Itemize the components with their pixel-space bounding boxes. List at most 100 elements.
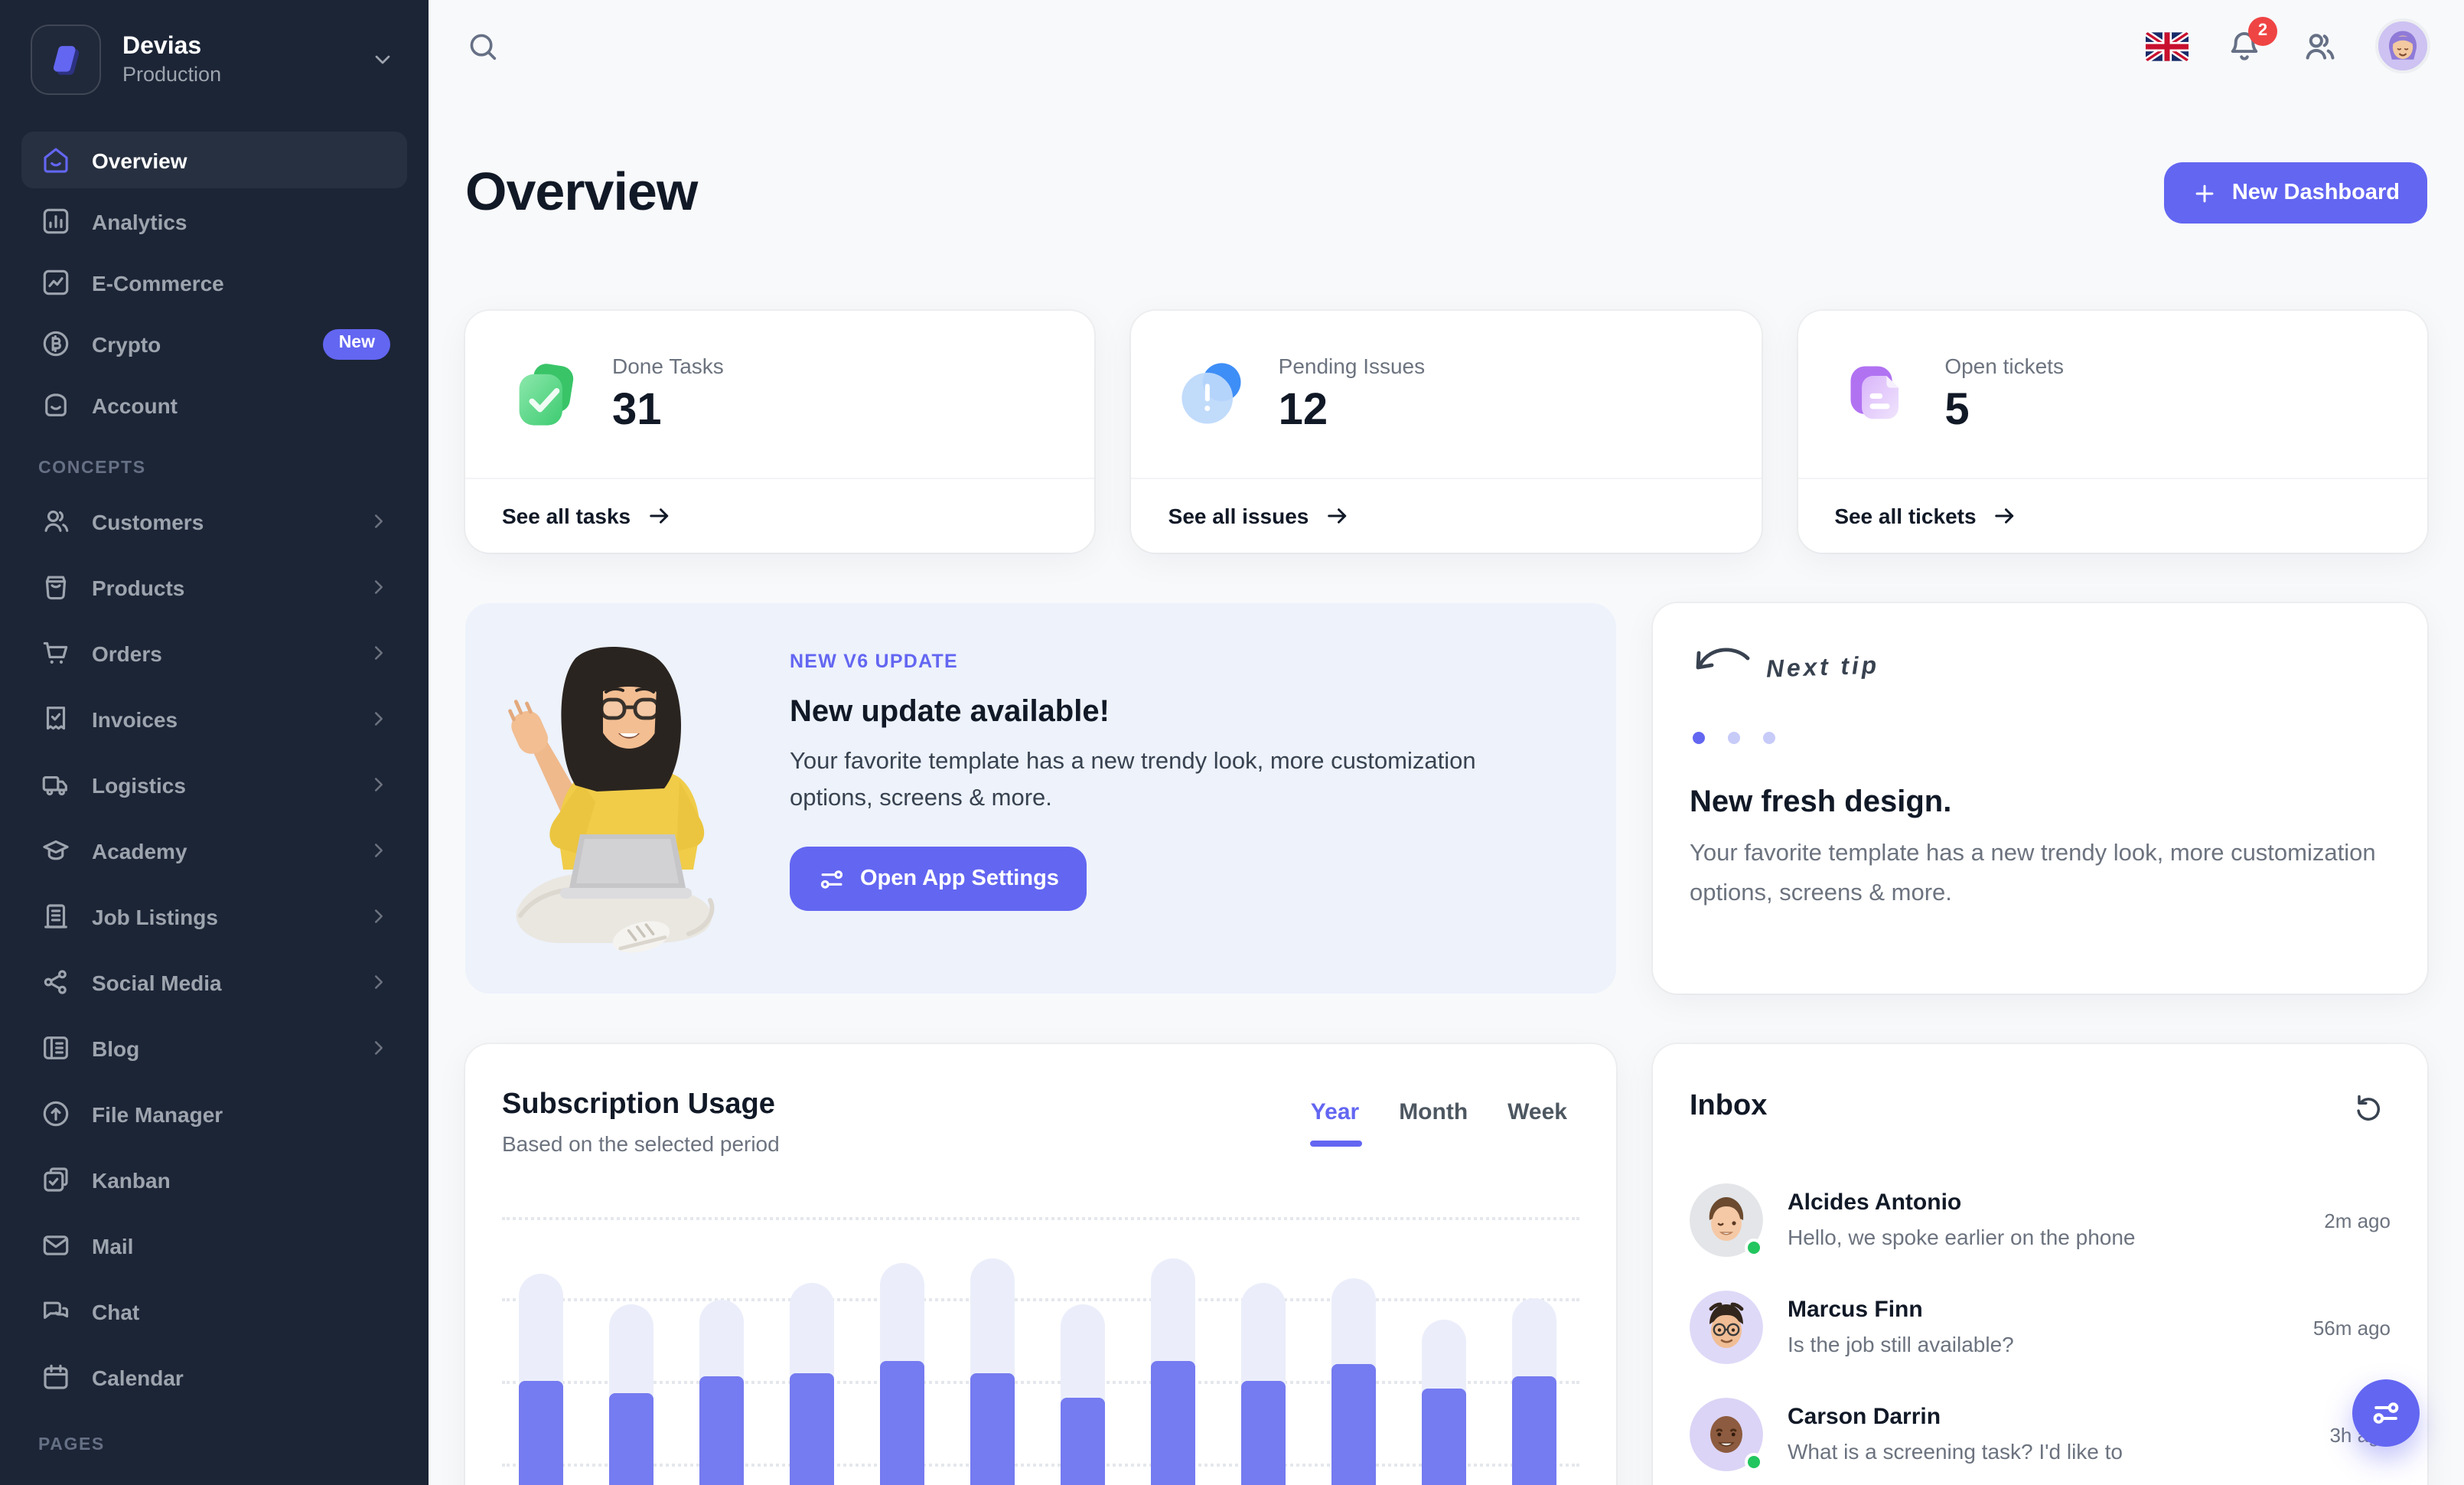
workspace-env: Production <box>122 63 222 86</box>
sidebar-item-invoices[interactable]: Invoices <box>21 690 407 747</box>
sender-name: Carson Darrin <box>1788 1404 1941 1430</box>
message-preview: What is a screening task? I'd like to <box>1788 1439 2123 1464</box>
sidebar-item-file-manager[interactable]: File Manager <box>21 1085 407 1142</box>
sidebar-item-kanban[interactable]: Kanban <box>21 1151 407 1208</box>
newspaper-icon <box>38 1031 72 1065</box>
kanban-check-icon <box>38 1163 72 1196</box>
sidebar-item-academy[interactable]: Academy <box>21 822 407 879</box>
sidebar-item-label: Crypto <box>92 331 161 356</box>
stat-label: Done Tasks <box>612 354 724 378</box>
language-selector[interactable] <box>2146 31 2189 60</box>
chart-bar-used <box>1421 1389 1465 1485</box>
tab-year[interactable]: Year <box>1310 1099 1362 1147</box>
tab-week[interactable]: Week <box>1507 1099 1567 1125</box>
message-preview: Hello, we spoke earlier on the phone <box>1788 1225 2136 1249</box>
chat-bubbles-icon <box>38 1294 72 1328</box>
inbox-card: Inbox <box>1653 1044 2427 1485</box>
graduation-hat-icon <box>38 834 72 867</box>
arrow-right-icon <box>646 502 673 530</box>
new-dashboard-label: New Dashboard <box>2231 181 2400 205</box>
chart-bar-used <box>1511 1376 1556 1485</box>
woman-laptop-illustration <box>508 646 715 953</box>
notifications-button[interactable]: 2 <box>2225 16 2277 65</box>
sidebar-item-label: E-Commerce <box>92 270 224 295</box>
sidebar-item-customers[interactable]: Customers <box>21 493 407 550</box>
stat-value: 31 <box>612 386 662 435</box>
subscription-subtitle: Based on the selected period <box>502 1131 780 1156</box>
carousel-dot-active[interactable] <box>1693 732 1705 744</box>
sidebar-item-blog[interactable]: Blog <box>21 1020 407 1076</box>
app-settings-fab[interactable] <box>2352 1379 2420 1447</box>
workspace-switcher[interactable]: Devias Production <box>31 24 398 95</box>
message-time: 2m ago <box>2324 1209 2391 1232</box>
mail-icon <box>38 1229 72 1262</box>
sidebar-item-account[interactable]: Account <box>21 377 407 433</box>
search-button[interactable] <box>455 18 510 73</box>
sidebar-item-logistics[interactable]: Logistics <box>21 756 407 813</box>
sidebar-nav: Overview Analytics E-Commerce Crypto Ne <box>0 95 429 1470</box>
home-smile-icon <box>38 388 72 422</box>
inbox-header: Inbox <box>1690 1084 2391 1130</box>
sidebar-item-job-listings[interactable]: Job Listings <box>21 888 407 945</box>
sidebar-item-products[interactable]: Products <box>21 559 407 615</box>
new-badge: New <box>323 328 390 359</box>
sidebar-item-label: Calendar <box>92 1365 184 1389</box>
chart-bar-used <box>1331 1364 1375 1485</box>
user-avatar[interactable] <box>2375 18 2430 73</box>
sidebar-item-label: Blog <box>92 1036 140 1060</box>
sidebar-item-mail[interactable]: Mail <box>21 1217 407 1274</box>
job-board-icon <box>38 899 72 933</box>
carousel-dot[interactable] <box>1728 732 1740 744</box>
stats-row: Done Tasks 31 See all tasks <box>465 311 2427 553</box>
tip-header: Next tip <box>1690 643 2391 695</box>
stat-card-open-tickets: Open tickets 5 See all tickets <box>1797 311 2427 553</box>
arrow-right-icon <box>1324 502 1351 530</box>
users-icon <box>38 504 72 538</box>
chart-bar-used <box>608 1393 653 1485</box>
stat-value: 12 <box>1278 386 1328 435</box>
sidebar-item-orders[interactable]: Orders <box>21 625 407 681</box>
sidebar-item-label: Analytics <box>92 209 187 233</box>
see-all-tickets-link[interactable]: See all tickets <box>1797 479 2427 553</box>
memoji-avatar <box>1690 1398 1763 1471</box>
arrow-right-icon <box>1992 502 2019 530</box>
sidebar: Devias Production Overview Analytics <box>0 0 429 1485</box>
subscription-usage-card: Subscription Usage Based on the selected… <box>465 1044 1616 1485</box>
contacts-button[interactable] <box>2300 27 2339 65</box>
notification-count-badge: 2 <box>2248 16 2277 45</box>
upload-circle-icon <box>38 1097 72 1131</box>
divider <box>465 478 1095 479</box>
link-label: See all issues <box>1168 504 1309 528</box>
sidebar-item-social-media[interactable]: Social Media <box>21 954 407 1010</box>
period-tabs: Year Month Week <box>1310 1087 1579 1147</box>
new-dashboard-button[interactable]: New Dashboard <box>2164 162 2427 224</box>
memoji-avatar <box>1690 1183 1763 1257</box>
sidebar-item-chat[interactable]: Chat <box>21 1283 407 1340</box>
home-smile-icon <box>38 143 72 177</box>
chart-bar-used <box>970 1373 1014 1485</box>
sidebar-item-ecommerce[interactable]: E-Commerce <box>21 254 407 311</box>
tip-carousel-dots <box>1690 732 2391 744</box>
message-time: 56m ago <box>2312 1316 2391 1339</box>
sidebar-item-calendar[interactable]: Calendar <box>21 1349 407 1405</box>
inbox-message-row[interactable]: Carson Darrin What is a screening task? … <box>1690 1390 2391 1479</box>
refresh-button[interactable] <box>2345 1084 2391 1130</box>
inbox-message-row[interactable]: Alcides Antonio Hello, we spoke earlier … <box>1690 1176 2391 1265</box>
avatar <box>1690 1398 1763 1471</box>
sidebar-item-label: Invoices <box>92 707 178 731</box>
see-all-tasks-link[interactable]: See all tasks <box>465 479 1095 553</box>
update-banner: NEW V6 UPDATE New update available! Your… <box>465 603 1616 994</box>
sidebar-item-overview[interactable]: Overview <box>21 132 407 188</box>
chart-gridline <box>502 1464 1579 1467</box>
sidebar-item-label: Account <box>92 393 178 417</box>
sidebar-item-crypto[interactable]: Crypto New <box>21 315 407 372</box>
carousel-dot[interactable] <box>1763 732 1775 744</box>
inbox-message-row[interactable]: Marcus Finn Is the job still available? … <box>1690 1283 2391 1372</box>
open-app-settings-button[interactable]: Open App Settings <box>790 847 1087 911</box>
search-icon <box>464 28 500 64</box>
see-all-issues-link[interactable]: See all issues <box>1132 479 1762 553</box>
sidebar-item-label: File Manager <box>92 1102 223 1126</box>
sidebar-item-analytics[interactable]: Analytics <box>21 193 407 250</box>
tab-month[interactable]: Month <box>1399 1099 1468 1125</box>
